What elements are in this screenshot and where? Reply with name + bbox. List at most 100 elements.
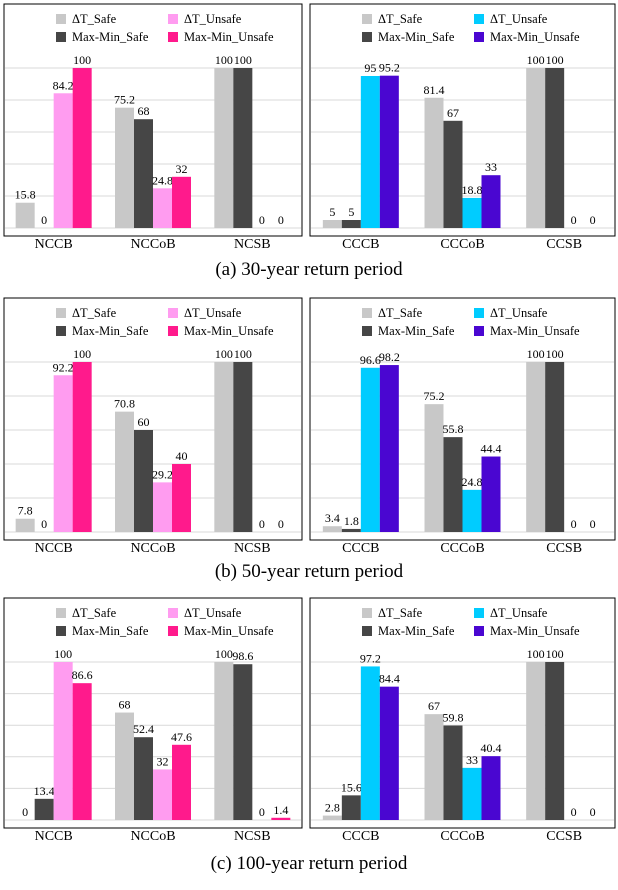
chart-panel-1: ΔT_Safe ΔT_Unsafe Max-Min_Safe Max-Min_Unsa…: [3, 3, 303, 252]
legend-swatch: [362, 14, 372, 24]
legend-label: Max-Min_Unsafe: [184, 324, 274, 338]
x-tick-label: CCSB: [546, 541, 582, 556]
bar: [481, 175, 501, 228]
bar: [379, 365, 399, 532]
data-label: 29.2: [152, 467, 173, 481]
bar: [481, 756, 501, 820]
legend-swatch: [56, 626, 66, 636]
legend-swatch: [168, 308, 178, 318]
bar: [271, 817, 291, 820]
caption-100-year: (c) 100-year return period: [210, 853, 408, 874]
bar: [233, 664, 253, 820]
legend-swatch: [56, 308, 66, 318]
chart-panel-2: ΔT_Safe ΔT_Unsafe Max-Min_Safe Max-Min_Unsa…: [309, 3, 616, 252]
bar: [214, 362, 234, 532]
legend-swatch: [168, 14, 178, 24]
legend-label: Max-Min_Safe: [72, 30, 149, 44]
legend-swatch: [168, 32, 178, 42]
data-label: 2.8: [325, 801, 340, 815]
bar: [462, 767, 482, 820]
x-tick-label: CCSB: [546, 237, 582, 252]
legend-label: ΔT_Unsafe: [490, 606, 548, 620]
bar: [322, 815, 342, 820]
bar: [360, 76, 380, 228]
bar: [172, 464, 191, 532]
data-label: 1.8: [344, 514, 359, 528]
legend-swatch: [56, 32, 66, 42]
bar: [481, 456, 501, 532]
legend-label: ΔT_Safe: [72, 606, 117, 620]
x-tick-label: NCSB: [234, 237, 271, 252]
x-tick-label: NCCB: [35, 237, 73, 252]
x-tick-label: NCSB: [234, 829, 271, 844]
legend-label: ΔT_Safe: [378, 606, 423, 620]
data-label: 32: [157, 754, 169, 768]
bar: [379, 686, 399, 820]
bar: [443, 120, 463, 228]
bar: [545, 68, 565, 228]
x-tick-label: CCSB: [546, 829, 582, 844]
legend-swatch: [474, 626, 484, 636]
legend-label: Max-Min_Unsafe: [490, 30, 580, 44]
data-label: 7.8: [18, 504, 33, 518]
bar: [115, 712, 134, 820]
data-label: 15.6: [341, 780, 362, 794]
data-label: 0: [259, 805, 265, 819]
bar: [115, 411, 134, 532]
legend-swatch: [474, 326, 484, 336]
data-label: 18.8: [462, 183, 483, 197]
bar: [15, 518, 35, 532]
legend-swatch: [168, 626, 178, 636]
legend-label: ΔT_Unsafe: [490, 306, 548, 320]
data-label: 100: [527, 347, 545, 361]
data-label: 40.4: [481, 741, 502, 755]
data-label: 0: [259, 517, 265, 531]
bar: [443, 725, 463, 820]
legend-swatch: [474, 608, 484, 618]
data-label: 100: [73, 347, 91, 361]
data-label: 0: [571, 805, 577, 819]
x-tick-label: NCSB: [234, 541, 271, 556]
bar: [443, 437, 463, 532]
legend-label: Max-Min_Safe: [72, 324, 149, 338]
x-tick-label: CCCB: [342, 237, 379, 252]
legend-label: Max-Min_Unsafe: [490, 624, 580, 638]
x-tick-label: NCCB: [35, 541, 73, 556]
data-label: 98.6: [232, 649, 253, 663]
data-label: 1.4: [273, 803, 288, 817]
legend-swatch: [56, 14, 66, 24]
data-label: 100: [215, 347, 233, 361]
legend-swatch: [56, 326, 66, 336]
bar: [214, 68, 234, 228]
data-label: 32: [176, 162, 188, 176]
x-tick-label: NCCoB: [130, 829, 175, 844]
bar: [233, 68, 253, 228]
legend-swatch: [168, 326, 178, 336]
bar: [462, 197, 482, 228]
data-label: 0: [22, 805, 28, 819]
data-label: 92.2: [53, 360, 74, 374]
data-label: 0: [590, 517, 596, 531]
data-label: 33: [485, 160, 497, 174]
bar: [424, 97, 444, 228]
bar: [134, 430, 153, 532]
data-label: 100: [215, 647, 233, 661]
bar: [233, 362, 253, 532]
legend-swatch: [362, 608, 372, 618]
data-label: 68: [119, 698, 131, 712]
data-label: 55.8: [443, 422, 464, 436]
bar: [34, 798, 54, 820]
bar: [153, 769, 172, 820]
legend-swatch: [362, 626, 372, 636]
bar: [424, 404, 444, 532]
data-label: 13.4: [34, 784, 55, 798]
x-tick-label: CCCoB: [440, 237, 484, 252]
legend-swatch: [56, 608, 66, 618]
bar: [15, 202, 35, 228]
legend-label: ΔT_Safe: [72, 306, 117, 320]
data-label: 0: [41, 213, 47, 227]
legend-label: Max-Min_Safe: [378, 624, 455, 638]
legend-label: Max-Min_Unsafe: [490, 324, 580, 338]
data-label: 52.4: [133, 722, 154, 736]
data-label: 0: [590, 805, 596, 819]
